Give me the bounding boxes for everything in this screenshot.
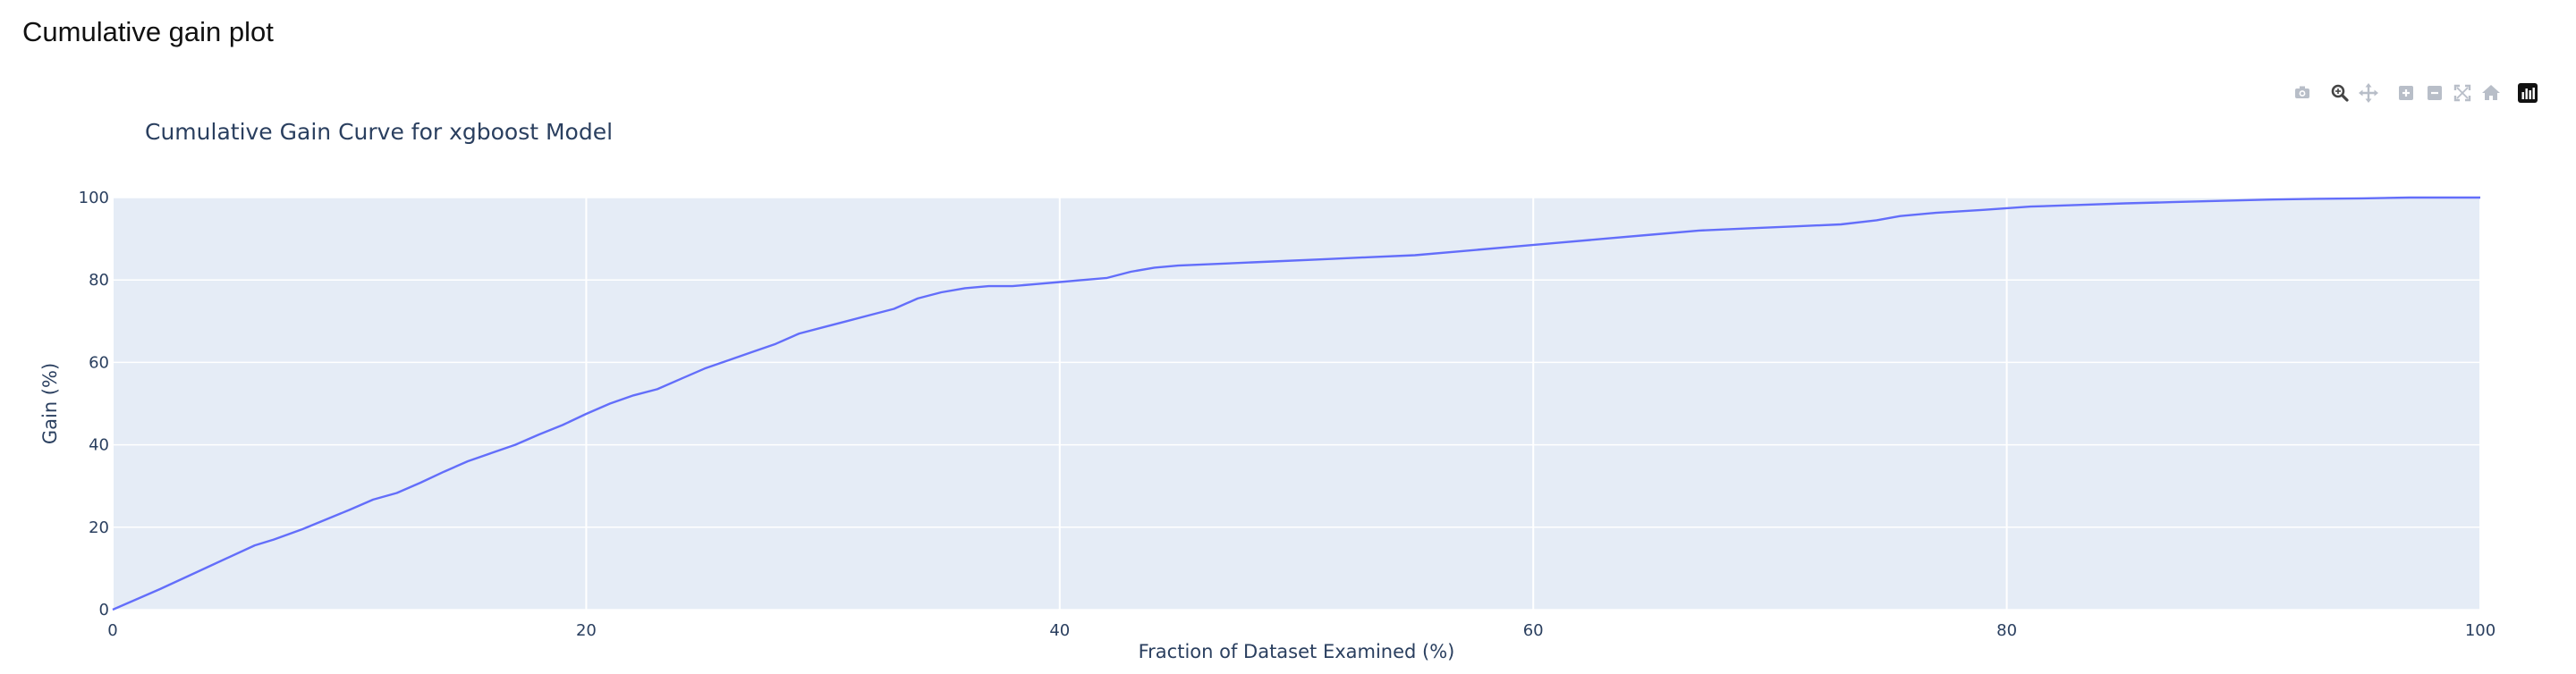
gain-curve-line — [112, 196, 2480, 611]
y-tick-label: 20 — [89, 518, 109, 537]
x-tick-label: 0 — [107, 621, 117, 640]
autoscale-icon[interactable] — [2450, 80, 2475, 105]
zoom-icon[interactable] — [2327, 80, 2352, 105]
camera-icon[interactable] — [2290, 80, 2315, 105]
zoom-in-icon[interactable] — [2394, 80, 2419, 105]
y-tick-label: 0 — [99, 601, 109, 619]
x-tick-label: 100 — [2465, 621, 2496, 640]
plot-area[interactable] — [113, 198, 2480, 610]
y-tick-label: 100 — [79, 189, 109, 207]
y-tick-label: 60 — [89, 353, 109, 372]
home-icon[interactable] — [2479, 80, 2504, 105]
grid-lines — [112, 197, 2481, 611]
y-axis-ticks: 0 20 40 60 80 100 — [79, 189, 109, 619]
pan-icon[interactable] — [2356, 80, 2381, 105]
chart-title: Cumulative Gain Curve for xgboost Model — [145, 119, 613, 145]
y-axis-title: Gain (%) — [39, 363, 61, 444]
x-axis-title: Fraction of Dataset Examined (%) — [1139, 641, 1455, 662]
y-tick-label: 40 — [89, 436, 109, 455]
page-title: Cumulative gain plot — [22, 16, 274, 47]
plotly-logo-icon[interactable] — [2515, 80, 2540, 105]
x-tick-label: 80 — [1996, 621, 2017, 640]
y-tick-label: 80 — [89, 271, 109, 290]
zoom-out-icon[interactable] — [2422, 80, 2447, 105]
x-tick-label: 40 — [1049, 621, 1070, 640]
chart-modebar — [2290, 80, 2576, 105]
x-axis-ticks: 0 20 40 60 80 100 — [107, 621, 2496, 640]
x-tick-label: 60 — [1523, 621, 1544, 640]
x-tick-label: 20 — [576, 621, 597, 640]
